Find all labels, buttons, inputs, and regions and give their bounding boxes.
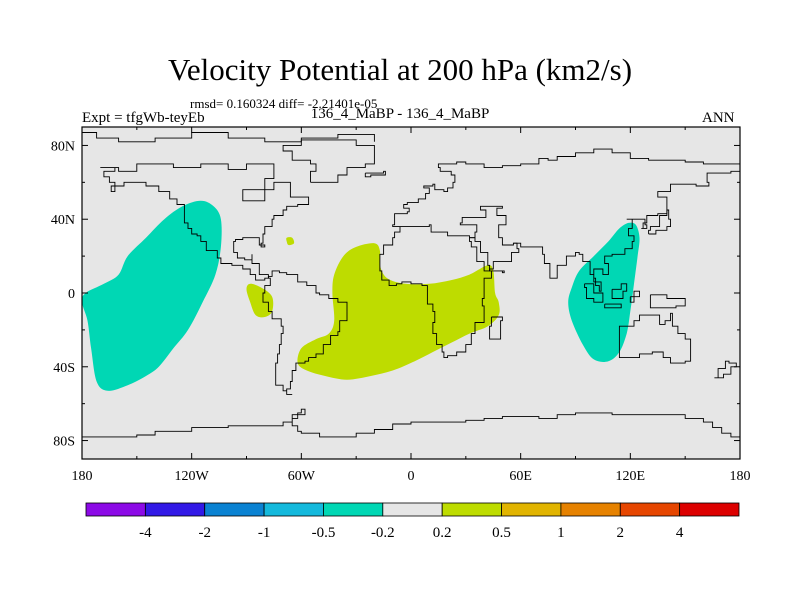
x-tick-label: 60W [288, 469, 316, 484]
colorbar-box [501, 502, 562, 517]
colorbar-label: -1 [258, 525, 271, 541]
y-tick-label: 80N [51, 139, 75, 154]
season-label: ANN [702, 110, 735, 126]
coastline-13 [604, 303, 622, 309]
colorbar-label: 0.5 [492, 525, 511, 541]
y-tick-label: 40N [51, 213, 75, 228]
colorbar-box [441, 502, 502, 517]
map-axes: 180 120W 60W 0 60E 120E 180 80N 40N 0 40S 80S [51, 126, 751, 484]
chart-title: Velocity Potential at 200 hPa (km2/s) [167, 52, 633, 87]
coastline-16 [618, 312, 692, 364]
colorbar-label: -4 [139, 525, 152, 541]
contour-region-4 [286, 237, 295, 246]
colorbar-label: 1 [557, 525, 565, 541]
coastline-4 [364, 170, 386, 178]
colorbar-label: -0.5 [312, 525, 336, 541]
coastline-6 [379, 224, 505, 359]
coastline-11 [584, 283, 604, 303]
colorbar-label: -2 [198, 525, 211, 541]
contour-region-1 [568, 222, 640, 362]
colorbar-box [382, 502, 443, 517]
stats-line: rmsd= 0.160324 diff= -2.21401e-05 [190, 96, 378, 111]
contour-region-0 [82, 200, 222, 391]
x-tick-label: 120W [175, 469, 210, 484]
plot-clip-group [82, 127, 740, 459]
coastline-1 [100, 163, 310, 281]
coastline-9 [513, 170, 740, 292]
colorbar-box [619, 502, 681, 517]
coastline-12 [611, 283, 628, 299]
coastline-10 [648, 209, 671, 235]
coastline-15 [649, 294, 686, 309]
coastline-8 [459, 205, 520, 272]
contour-region-2 [297, 243, 500, 380]
coastline-5 [392, 148, 740, 228]
coastline-2 [262, 270, 348, 395]
colorbar-box [263, 502, 324, 517]
y-tick-label: 40S [53, 361, 75, 376]
y-tick-label: 80S [53, 435, 75, 450]
colorbar-label: -0.2 [371, 525, 395, 541]
coastline-7 [489, 316, 503, 340]
x-tick-label: 180 [72, 469, 93, 484]
cases-label: 136_4_MaBP - 136_4_MaBP [310, 106, 490, 122]
colorbar: -4 -2 -1 -0.5 -0.2 0.2 0.5 1 2 4 [85, 502, 740, 541]
coastline-0 [82, 132, 375, 143]
x-tick-label: 180 [730, 469, 751, 484]
coastline-3 [282, 139, 375, 183]
x-tick-label: 120E [616, 469, 646, 484]
coastline-18 [82, 408, 740, 438]
map-plot-area [82, 127, 740, 459]
colorbar-box [204, 502, 265, 517]
experiment-label: Expt = tfgWb-teyEb [82, 110, 205, 126]
y-tick-label: 0 [68, 287, 75, 302]
colorbar-box [144, 502, 206, 517]
colorbar-label: 4 [676, 525, 684, 541]
colorbar-box [85, 502, 146, 517]
coastline-14 [629, 290, 640, 303]
colorbar-label: 2 [617, 525, 625, 541]
coastline-17 [714, 360, 737, 379]
x-tick-label: 60E [509, 469, 532, 484]
colorbar-box [323, 502, 384, 517]
x-tick-label: 0 [408, 469, 415, 484]
colorbar-box [560, 502, 621, 517]
colorbar-label: 0.2 [433, 525, 452, 541]
colorbar-box [679, 502, 740, 517]
contour-region-3 [246, 283, 274, 318]
